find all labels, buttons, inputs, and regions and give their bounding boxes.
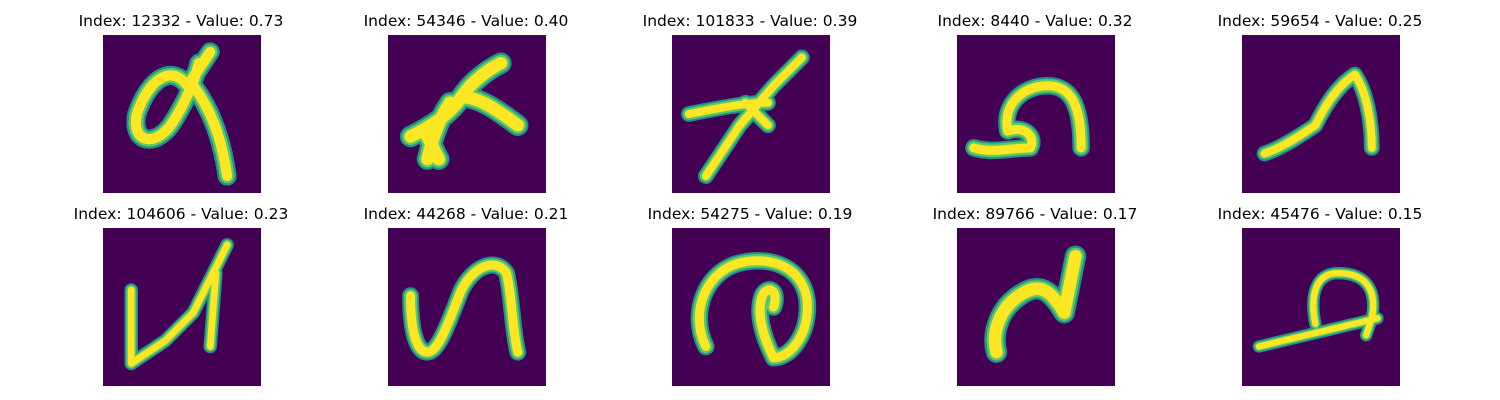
digit-image — [388, 228, 546, 386]
digit-image — [1242, 228, 1400, 386]
panel-caption: Index: 8440 - Value: 0.32 — [937, 12, 1133, 30]
panel-caption: Index: 101833 - Value: 0.39 — [642, 12, 858, 30]
panel-7: Index: 44268 - Value: 0.21 — [341, 205, 591, 395]
panel-caption: Index: 59654 - Value: 0.25 — [1217, 12, 1423, 30]
panel-8: Index: 54275 - Value: 0.19 — [625, 205, 875, 395]
panel-4: Index: 8440 - Value: 0.32 — [910, 12, 1160, 202]
panel-caption: Index: 12332 - Value: 0.73 — [78, 12, 284, 30]
panel-1: Index: 12332 - Value: 0.73 — [56, 12, 306, 202]
panel-10: Index: 45476 - Value: 0.15 — [1195, 205, 1445, 395]
digit-image — [388, 35, 546, 193]
panel-caption: Index: 45476 - Value: 0.15 — [1217, 205, 1423, 223]
panel-2: Index: 54346 - Value: 0.40 — [341, 12, 591, 202]
digit-image — [672, 228, 830, 386]
panel-9: Index: 89766 - Value: 0.17 — [910, 205, 1160, 395]
panel-caption: Index: 54275 - Value: 0.19 — [647, 205, 853, 223]
panel-caption: Index: 89766 - Value: 0.17 — [932, 205, 1138, 223]
panel-3: Index: 101833 - Value: 0.39 — [625, 12, 875, 202]
panel-caption: Index: 44268 - Value: 0.21 — [363, 205, 569, 223]
digit-image — [103, 35, 261, 193]
digit-image — [672, 35, 830, 193]
digit-image — [103, 228, 261, 386]
digit-image — [1242, 35, 1400, 193]
digit-image — [957, 35, 1115, 193]
panel-6: Index: 104606 - Value: 0.23 — [56, 205, 306, 395]
panel-caption: Index: 54346 - Value: 0.40 — [363, 12, 569, 30]
panel-5: Index: 59654 - Value: 0.25 — [1195, 12, 1445, 202]
panel-caption: Index: 104606 - Value: 0.23 — [73, 205, 289, 223]
digit-image — [957, 228, 1115, 386]
